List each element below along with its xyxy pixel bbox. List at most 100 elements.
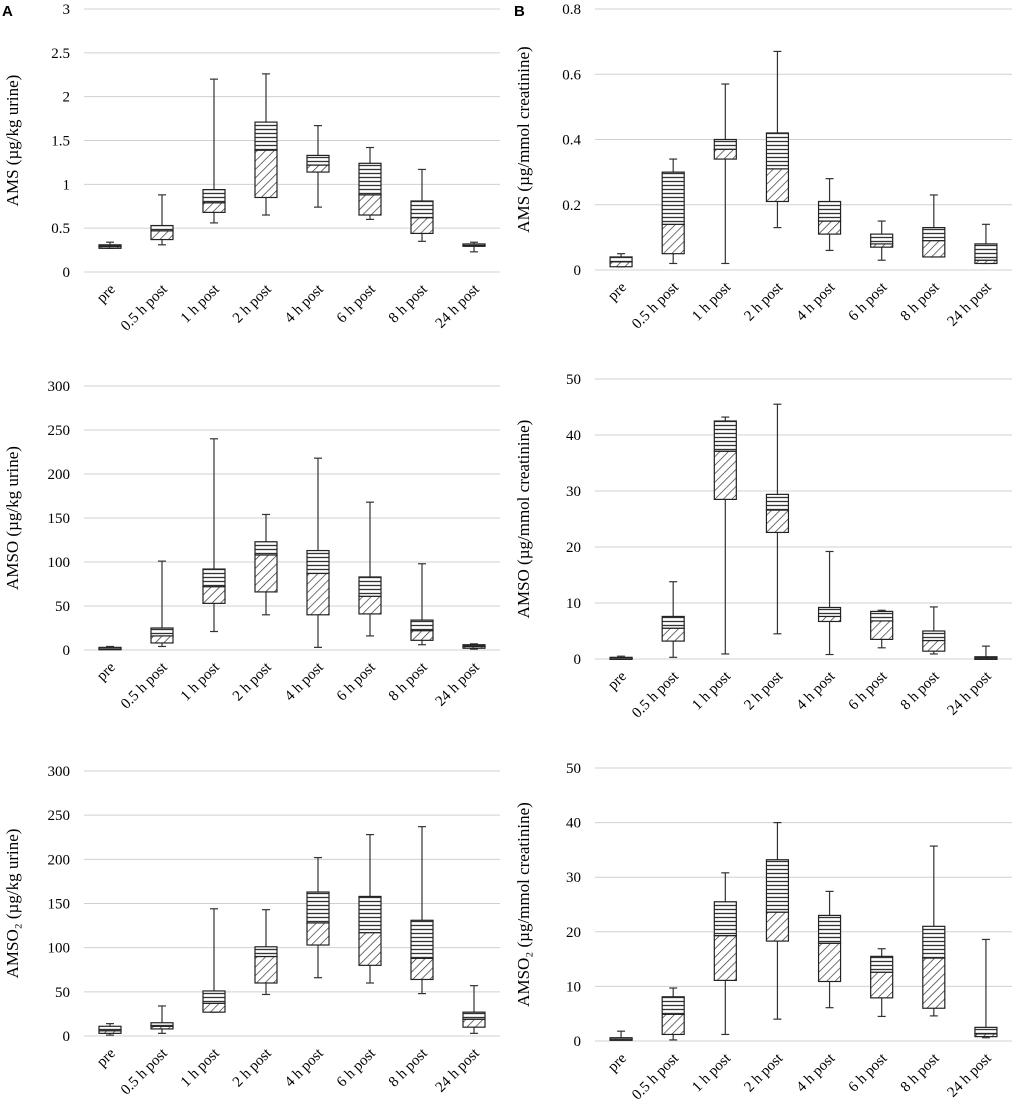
x-category-label: 24 h post [945,1050,996,1101]
box-upper-half [358,895,382,934]
box-upper-half [410,200,434,219]
y-tick-label: 200 [48,852,71,868]
box-5 [306,124,330,208]
y-tick-label: 250 [48,808,71,824]
y-tick-label: 0 [574,652,582,668]
x-category-label: 1 h post [689,668,734,713]
box-upper-half [974,656,998,659]
y-tick-label: 2 [63,90,71,106]
box-4 [765,50,790,229]
box-7 [922,845,946,1017]
y-tick-label: 0 [63,265,71,281]
x-category-label: 6 h post [334,1045,379,1090]
box-upper-half [202,568,226,588]
x-category-label: 4 h post [793,279,838,324]
x-category-label: 2 h post [741,1050,786,1095]
x-category-label: 24 h post [433,1045,484,1096]
box-8 [974,223,998,265]
chart-a1: 0 0.5 1 1.5 2 2.5 3 AMS (µg/kg urine) pre 0.5 h p… [3,2,500,334]
box-upper-half [254,946,278,958]
box-lower-half [922,240,946,258]
box-upper-half [870,233,894,245]
x-category-label: 8 h post [386,1045,431,1090]
box-lower-half [661,223,685,255]
x-category-label: 4 h post [282,1045,327,1090]
x-category-label: 6 h post [334,659,379,704]
box-lower-half [765,911,790,942]
box-lower-half [202,1002,226,1013]
box-upper-half [609,1037,633,1040]
y-tick-label: 30 [566,870,581,886]
y-tick-label: 0 [63,643,71,659]
box-upper-half [974,1026,998,1035]
y-tick-label: 250 [48,423,71,439]
box-upper-half [150,1022,174,1027]
box-upper-half [922,630,946,642]
box-lower-half [358,194,382,216]
box-2 [661,581,685,658]
box-lower-half [661,1013,685,1036]
box-lower-half [410,957,434,981]
box-8 [462,241,486,253]
box-5 [306,856,330,979]
y-tick-label: 0 [574,1034,582,1050]
x-category-label: 0.5 h post [629,1050,682,1103]
x-category-label: 4 h post [793,668,838,713]
box-3 [713,416,737,655]
x-category-label: 1 h post [178,659,223,704]
x-category-label: 0.5 h post [118,281,171,334]
x-category-label: 2 h post [230,1045,275,1090]
chart-b1: 0 0.2 0.4 0.6 0.8 AMS (µg/mmol creatinine) pre… [514,2,1012,332]
x-category-label: 24 h post [433,281,484,332]
box-3 [202,438,226,633]
box-upper-half [462,1011,486,1020]
x-category-label: 8 h post [898,1050,943,1095]
box-7 [410,826,434,995]
box-5 [817,178,842,252]
y-tick-label: 150 [48,511,71,527]
x-category-label: pre [94,659,119,684]
box-5 [817,550,842,656]
x-category-label: 2 h post [741,279,786,324]
box-lower-half [202,586,226,604]
box-7 [410,563,434,646]
y-tick-label: 10 [566,596,581,612]
box-upper-half [202,188,226,204]
box-3 [713,872,737,1036]
box-lower-half [713,450,737,500]
x-category-label: 1 h post [178,281,223,326]
chart-a3: 0 50 100 150 200 250 300 AMSO₂ (µg/kg urine) pre… [3,764,500,1098]
box-8 [462,643,486,650]
box-lower-half [661,627,685,642]
box-lower-half [817,942,842,983]
x-category-label: 8 h post [898,668,943,713]
box-1 [609,253,633,268]
y-axis-title: AMSO₂ (µg/mmol creatinine) [514,802,533,1007]
box-lower-half [254,149,278,199]
box-2 [661,987,685,1041]
box-2 [661,158,685,265]
box-upper-half [150,627,174,637]
box-6 [870,948,894,1018]
box-4 [765,821,790,1020]
x-category-label: 0.5 h post [118,1045,171,1098]
box-1 [98,1023,122,1036]
box-upper-half [765,493,790,511]
box-7 [410,168,434,242]
box-3 [202,908,226,1013]
box-upper-half [661,996,685,1015]
x-category-label: 1 h post [178,1045,223,1090]
x-category-label: pre [605,1050,630,1075]
y-tick-label: 20 [566,925,581,941]
box-8 [974,938,998,1039]
box-5 [817,890,842,1009]
y-tick-label: 2.5 [51,46,70,62]
box-upper-half [410,919,434,959]
box-6 [358,833,382,984]
box-lower-half [817,615,842,623]
x-category-label: 4 h post [282,281,327,326]
x-category-label: 1 h post [689,1050,734,1095]
y-tick-label: 50 [55,985,70,1001]
box-lower-half [922,957,946,1009]
